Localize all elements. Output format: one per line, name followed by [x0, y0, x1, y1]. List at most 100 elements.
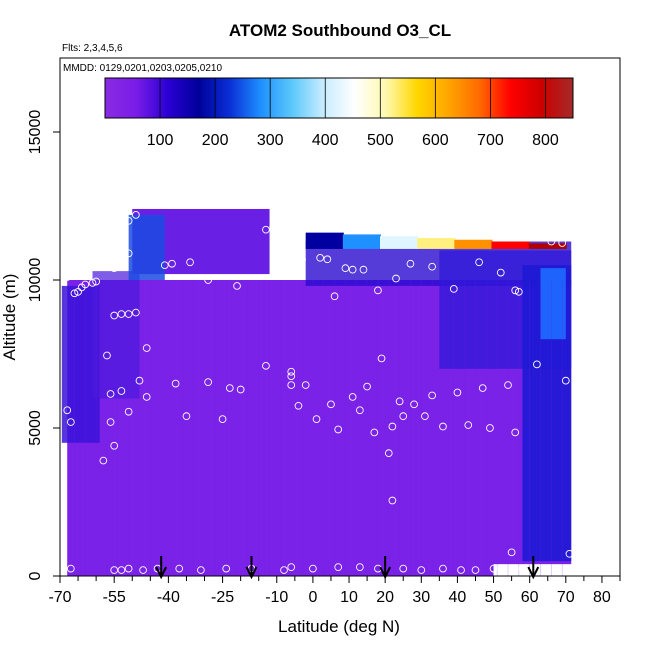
- observation-point: [377, 354, 386, 363]
- x-tick-label: -25: [211, 589, 234, 606]
- x-tick-label: 50: [485, 589, 503, 606]
- colorbar-gradient: [104, 77, 574, 119]
- observation-point: [66, 564, 75, 573]
- y-axis-label: Altitude (m): [0, 274, 19, 361]
- observation-point: [132, 308, 140, 317]
- top-band-segment: [417, 237, 456, 249]
- observation-point: [124, 564, 133, 573]
- observation-point: [269, 222, 278, 231]
- observation-point: [298, 255, 306, 264]
- observation-point: [66, 418, 75, 426]
- observation-point: [359, 265, 368, 274]
- observation-point: [475, 258, 483, 267]
- top-band-segment: [528, 243, 567, 249]
- profile-arrow: [527, 556, 540, 580]
- observation-point: [496, 268, 505, 277]
- observation-point: [312, 415, 321, 423]
- observation-point: [88, 279, 97, 287]
- colorbar-tick-label: 600: [422, 132, 449, 149]
- x-tick-label: 30: [412, 589, 430, 606]
- observation-point: [63, 273, 72, 281]
- observation-point: [471, 566, 480, 574]
- observation-point: [453, 388, 462, 397]
- x-tick-label: -10: [265, 589, 288, 606]
- observation-point: [139, 566, 147, 574]
- x-tick-label: 80: [593, 589, 611, 606]
- x-tick-label: 60: [521, 589, 539, 606]
- y-tick-label: 10000: [27, 258, 44, 303]
- observation-point: [218, 415, 227, 423]
- observation-point: [110, 264, 119, 273]
- observation-point: [168, 259, 176, 268]
- observation-point: [204, 378, 212, 386]
- observation-point: [103, 351, 111, 360]
- observation-point: [117, 387, 126, 395]
- observation-point: [388, 496, 397, 505]
- observation-point: [186, 258, 194, 267]
- observation-point: [334, 563, 343, 571]
- observation-point: [287, 372, 296, 381]
- observation-point: [99, 456, 108, 465]
- top-band-segment: [305, 232, 344, 249]
- observation-points: [63, 211, 574, 574]
- colorbar-tick-label: 100: [147, 132, 174, 149]
- observation-point: [504, 381, 512, 389]
- arrow-head: [245, 566, 258, 580]
- top-band-segment: [342, 234, 381, 249]
- observation-point: [428, 262, 436, 271]
- profile-arrow: [245, 556, 258, 580]
- observation-point: [330, 292, 339, 301]
- observation-point: [363, 382, 371, 391]
- observation-point: [283, 219, 292, 228]
- colorbar-tick-label: 800: [532, 132, 559, 149]
- profile-arrow: [155, 556, 168, 580]
- observation-point: [486, 424, 494, 432]
- observation-point: [117, 566, 126, 574]
- observation-point: [280, 566, 288, 574]
- observation-point: [171, 379, 180, 388]
- y-axis: 0 5000 10000 15000: [27, 110, 60, 580]
- observation-point: [399, 412, 408, 421]
- observation-point: [160, 261, 169, 270]
- observation-point: [507, 548, 516, 557]
- observation-point: [489, 564, 498, 573]
- observation-point: [124, 249, 133, 258]
- top-band-segment: [380, 236, 419, 249]
- observation-point: [309, 564, 317, 573]
- observation-point: [410, 400, 418, 409]
- observation-point: [514, 287, 523, 296]
- observation-point: [370, 428, 379, 437]
- observation-point: [558, 239, 567, 247]
- flights-label: Flts: 2,3,4,5,6: [62, 43, 123, 54]
- colorbar-tick-label: 500: [367, 132, 394, 149]
- observation-point: [276, 216, 285, 225]
- observation-point: [175, 564, 184, 573]
- colorbar-tick-label: 700: [477, 132, 504, 149]
- observation-point: [341, 264, 350, 273]
- observation-point: [388, 422, 397, 431]
- x-tick-label: 70: [557, 589, 575, 606]
- observation-point: [439, 422, 447, 431]
- observation-point: [374, 286, 382, 295]
- x-tick-label: -55: [103, 589, 126, 606]
- observation-point: [81, 280, 90, 289]
- observation-point: [142, 344, 151, 352]
- chart-title: ATOM2 Southbound O3_CL: [229, 21, 451, 40]
- observation-point: [327, 400, 335, 409]
- x-tick-label: -40: [157, 589, 180, 606]
- x-tick-label: 0: [308, 589, 317, 606]
- x-tick-label: -70: [48, 589, 71, 606]
- top-band-segment: [491, 241, 530, 249]
- observation-point: [547, 237, 556, 246]
- observation-point: [464, 421, 473, 429]
- observation-point: [406, 259, 415, 268]
- observation-point: [204, 276, 212, 284]
- observation-point: [439, 564, 447, 573]
- observation-point: [417, 566, 426, 574]
- field-south-upper: [92, 271, 140, 399]
- observation-point: [132, 211, 140, 219]
- observation-point: [421, 412, 429, 421]
- observation-point: [233, 282, 241, 290]
- observation-point: [323, 255, 332, 264]
- field-north-high: [540, 268, 566, 340]
